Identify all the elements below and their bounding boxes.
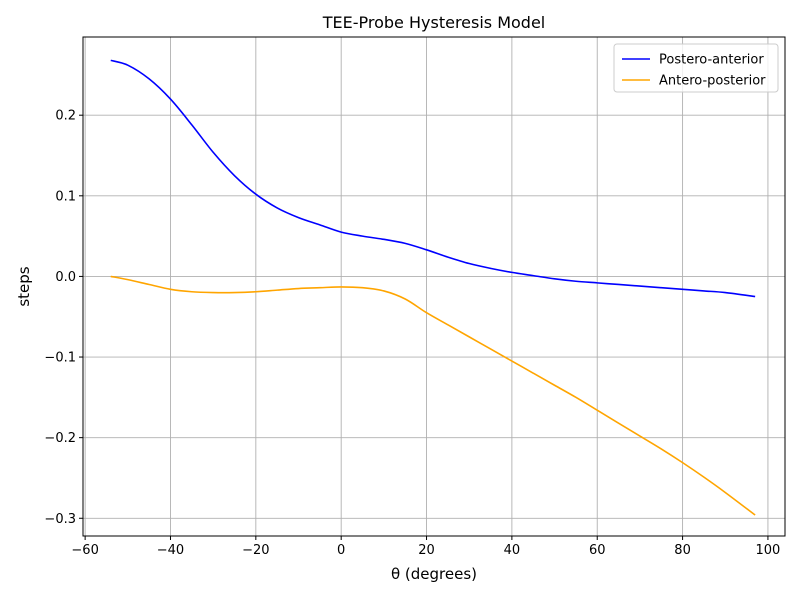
series-line-antero-posterior <box>110 275 756 516</box>
x-tick-label: 40 <box>504 543 521 558</box>
plot-frame <box>82 36 786 537</box>
series-line-postero-anterior <box>110 59 756 298</box>
y-tick-label: 0.0 <box>55 270 76 285</box>
y-tick-label: −0.3 <box>44 512 76 527</box>
legend-label: Antero-posterior <box>659 74 766 89</box>
legend-label: Postero-anterior <box>659 53 764 68</box>
x-tick-label: 0 <box>337 543 345 558</box>
y-tick-label: 0.2 <box>55 109 76 124</box>
chart-title: TEE-Probe Hysteresis Model <box>322 13 546 32</box>
x-tick-label: −60 <box>71 543 98 558</box>
legend: Postero-anterior Antero-posterior <box>613 43 779 93</box>
y-tick-label: −0.1 <box>44 351 76 366</box>
x-tick-label: 20 <box>418 543 435 558</box>
x-axis: −60 −40 −20 0 20 40 60 80 100 <box>71 536 780 558</box>
x-tick-label: 100 <box>756 543 781 558</box>
y-axis-label: steps <box>15 266 33 306</box>
series-layer <box>110 59 756 516</box>
legend-box <box>613 43 779 93</box>
grid-lines <box>83 37 785 536</box>
x-tick-label: −40 <box>157 543 184 558</box>
x-tick-label: 60 <box>589 543 606 558</box>
x-axis-label: θ (degrees) <box>391 565 477 583</box>
x-tick-label: 80 <box>674 543 691 558</box>
y-axis: −0.3 −0.2 −0.1 0.0 0.1 0.2 <box>44 109 83 527</box>
y-tick-label: 0.1 <box>55 189 76 204</box>
y-tick-label: −0.2 <box>44 431 76 446</box>
x-tick-label: −20 <box>242 543 269 558</box>
